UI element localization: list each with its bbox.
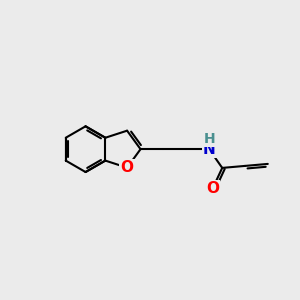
Text: O: O xyxy=(206,181,219,196)
Text: N: N xyxy=(203,142,215,157)
Text: H: H xyxy=(203,132,215,146)
Text: O: O xyxy=(121,160,134,175)
